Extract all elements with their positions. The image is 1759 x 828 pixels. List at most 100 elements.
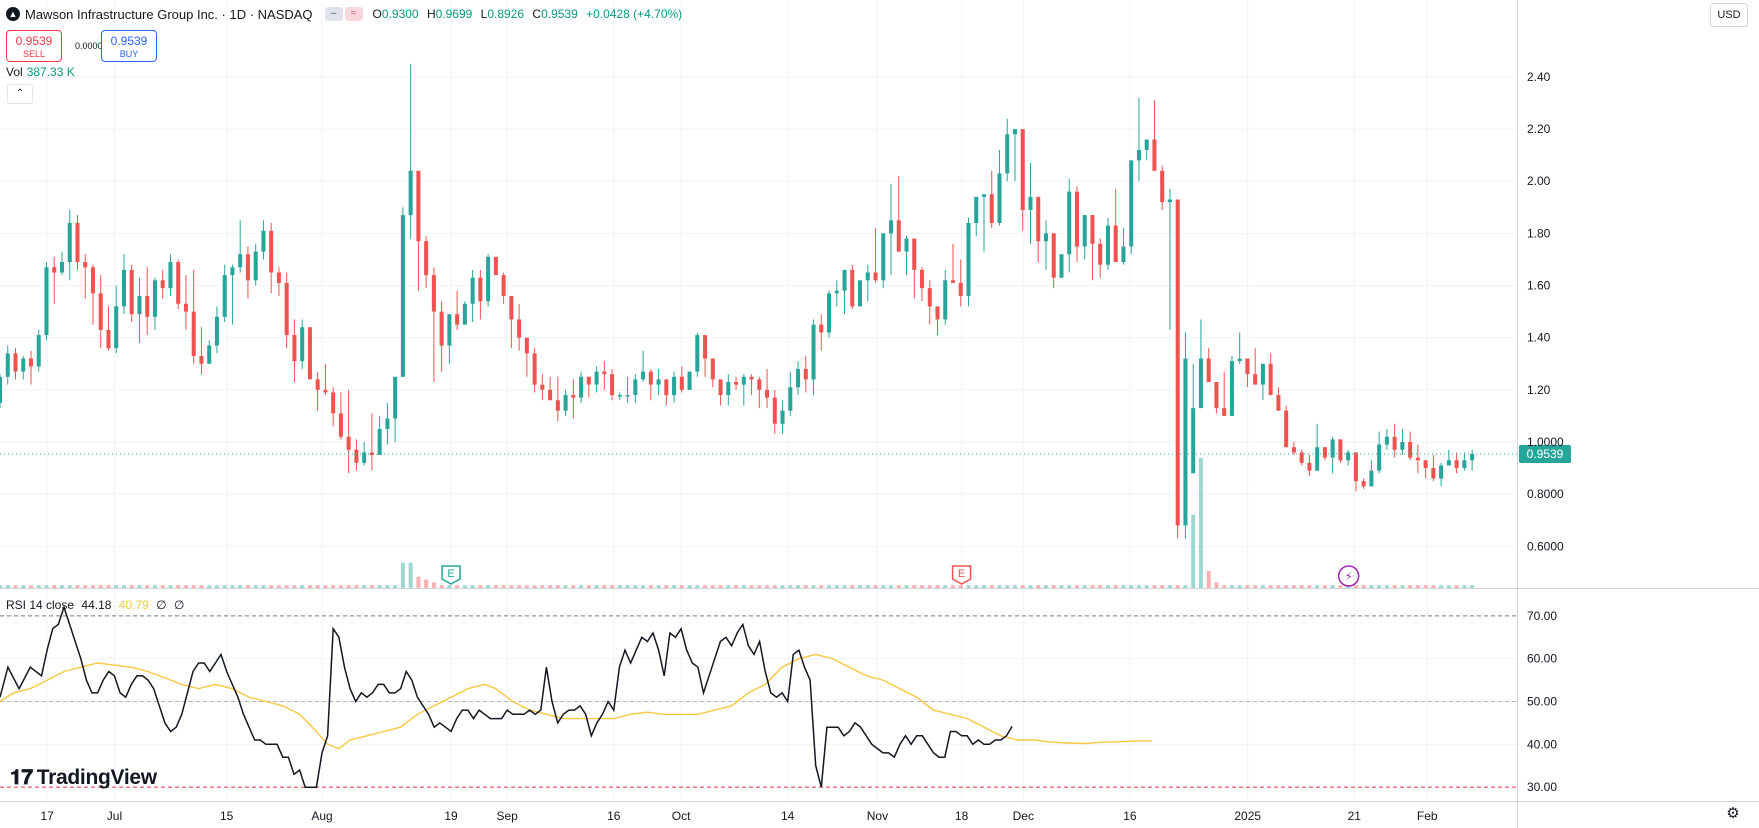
volume-bar <box>191 585 196 588</box>
volume-bar <box>1369 585 1374 588</box>
candle-body <box>927 288 932 307</box>
volume-bar <box>1377 585 1382 588</box>
volume-bar <box>943 585 948 588</box>
collapse-legend-chevron-up-icon[interactable]: ⌃ <box>7 84 33 104</box>
symbol-title[interactable]: Mawson Infrastructure Group Inc. · 1D · … <box>25 6 313 22</box>
candle-body <box>687 371 692 390</box>
candle-body <box>1043 233 1048 242</box>
volume-bar <box>633 585 638 588</box>
volume-bar <box>1206 571 1211 588</box>
volume-bar <box>44 585 49 588</box>
candle-body <box>385 418 390 429</box>
candle-body <box>981 194 987 197</box>
pill-approx-icon[interactable]: ≈ <box>344 7 363 21</box>
candle-body <box>741 376 746 385</box>
sell-button[interactable]: 0.9539 SELL <box>6 30 62 62</box>
candle-body <box>997 173 1002 223</box>
volume-bar <box>1408 585 1413 588</box>
candle-body <box>1113 225 1118 263</box>
volume-bar <box>757 585 762 588</box>
candlesticks: 0.9539 <box>0 63 1571 539</box>
volume-bar <box>470 585 475 588</box>
volume-bar <box>478 585 483 588</box>
volume-bar <box>1005 585 1010 588</box>
volume-bar <box>1075 585 1079 588</box>
candle-body <box>1245 358 1250 375</box>
volume-bar <box>811 585 816 588</box>
price-tick-label: 1.60 <box>1527 279 1551 293</box>
candle-body <box>1214 382 1219 409</box>
volume-bar <box>1253 585 1258 588</box>
volume-bar <box>67 585 72 588</box>
candle-body <box>1338 439 1343 461</box>
candle-body <box>904 238 909 252</box>
candle-body <box>1470 454 1475 461</box>
candle-body <box>803 368 808 380</box>
volume-bar <box>1315 585 1320 588</box>
candle-body <box>300 327 305 362</box>
volume-bar <box>1090 585 1095 588</box>
candle-body <box>664 379 669 396</box>
candle-body <box>1400 441 1405 450</box>
volume-bar <box>462 585 467 588</box>
candle-body <box>579 376 584 398</box>
candle-body <box>524 337 529 354</box>
candle-body <box>478 277 483 302</box>
volume-bar <box>29 585 33 588</box>
compare-pill[interactable]: ‒ ≈ <box>324 7 363 21</box>
candle-body <box>974 196 979 223</box>
candle-body <box>1175 199 1180 526</box>
volume-bar <box>1384 585 1389 588</box>
candle-body <box>749 376 754 380</box>
pill-dash-icon[interactable]: ‒ <box>324 7 343 21</box>
volume-bar <box>1431 585 1436 588</box>
candle-body <box>362 452 367 463</box>
volume-bar <box>617 585 622 588</box>
volume-bar <box>865 585 870 588</box>
volume-bar <box>710 585 715 588</box>
buy-button[interactable]: 0.9539 BUY <box>101 30 157 62</box>
candle-body <box>121 269 126 307</box>
candle-body <box>656 379 661 385</box>
volume-bar <box>1113 585 1118 588</box>
volume-bar <box>323 585 328 588</box>
time-tick-label: Aug <box>311 809 332 823</box>
volume-bar <box>1276 585 1281 588</box>
candle-body <box>1229 361 1234 416</box>
price-tick-label: 2.00 <box>1527 174 1551 188</box>
volume-bar <box>524 585 529 588</box>
currency-button[interactable]: USD <box>1710 3 1748 27</box>
candle-body <box>1384 436 1389 445</box>
candle-body <box>168 262 173 289</box>
time-tick-label: Feb <box>1417 809 1438 823</box>
candle-body <box>517 319 522 338</box>
volume-bar <box>98 585 103 588</box>
candle-body <box>1136 149 1141 161</box>
candle-body <box>1369 470 1374 487</box>
volume-bar <box>966 585 971 588</box>
volume-bar <box>889 585 893 588</box>
volume-bar <box>765 585 770 588</box>
volume-bar <box>594 585 599 588</box>
volume-bar <box>819 585 824 588</box>
candle-body <box>1268 363 1273 396</box>
volume-bar <box>989 585 994 588</box>
candle-body <box>1028 196 1033 210</box>
candle-body <box>1206 358 1211 383</box>
candle-body <box>842 269 847 291</box>
candle-body <box>788 387 793 411</box>
volume-bar <box>253 585 258 588</box>
candle-body <box>261 230 266 252</box>
candle-body <box>1408 441 1413 458</box>
settings-gear-icon[interactable]: ⚙ <box>1726 805 1740 822</box>
volume-bar <box>734 585 739 588</box>
candle-body <box>648 371 653 385</box>
volume-bar <box>679 585 684 588</box>
candle-body <box>191 311 196 356</box>
dividend-event-icon <box>1337 565 1360 587</box>
volume-bar <box>656 585 661 588</box>
volume-bar <box>493 585 498 588</box>
volume-bar <box>1330 585 1335 588</box>
volume-bar <box>129 585 134 588</box>
